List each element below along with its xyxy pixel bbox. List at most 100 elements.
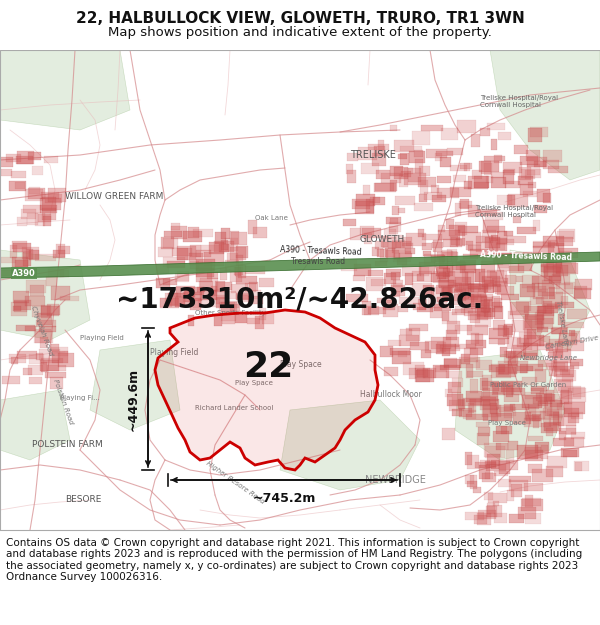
Text: NEWBRIDGE: NEWBRIDGE: [365, 475, 426, 485]
Bar: [485, 472, 493, 479]
Bar: [491, 235, 498, 241]
Bar: [27, 214, 38, 226]
Bar: [41, 362, 47, 372]
Bar: [441, 128, 458, 140]
Bar: [171, 224, 179, 230]
Bar: [11, 171, 26, 177]
Bar: [217, 282, 232, 289]
Bar: [38, 326, 56, 332]
Bar: [31, 285, 44, 296]
Bar: [482, 277, 491, 290]
Bar: [53, 250, 65, 259]
Bar: [353, 275, 365, 281]
Bar: [544, 160, 559, 169]
Bar: [400, 329, 412, 336]
Bar: [558, 380, 571, 391]
Text: BESORE: BESORE: [65, 495, 101, 504]
Bar: [571, 331, 580, 342]
Bar: [28, 152, 41, 161]
Bar: [493, 278, 508, 286]
Bar: [455, 325, 472, 331]
Bar: [542, 292, 563, 306]
Text: A390: A390: [12, 269, 36, 278]
Bar: [437, 268, 448, 279]
Bar: [198, 299, 220, 306]
Bar: [177, 246, 196, 260]
Polygon shape: [280, 400, 420, 490]
Bar: [218, 244, 229, 252]
Bar: [499, 460, 518, 469]
Bar: [48, 269, 64, 277]
Bar: [487, 454, 500, 464]
Bar: [58, 353, 74, 367]
Bar: [17, 217, 27, 226]
Bar: [491, 172, 504, 178]
Bar: [449, 165, 467, 171]
Bar: [200, 291, 217, 300]
Bar: [547, 258, 554, 270]
Bar: [543, 408, 562, 418]
Text: Play Space: Play Space: [235, 380, 273, 386]
Bar: [446, 371, 462, 378]
Bar: [464, 349, 478, 362]
Bar: [418, 229, 424, 237]
Bar: [489, 338, 509, 344]
Bar: [559, 314, 565, 325]
Bar: [564, 322, 584, 328]
Bar: [176, 286, 195, 297]
Bar: [466, 364, 473, 378]
Bar: [508, 236, 526, 242]
Bar: [6, 154, 20, 162]
Bar: [40, 360, 59, 371]
Bar: [455, 203, 461, 216]
Bar: [508, 356, 518, 366]
Bar: [208, 272, 218, 279]
Bar: [555, 302, 574, 308]
Bar: [467, 456, 479, 469]
Bar: [518, 507, 536, 519]
Text: A390 - Tresawls Road: A390 - Tresawls Road: [480, 250, 572, 262]
Bar: [356, 194, 375, 206]
Bar: [479, 466, 490, 479]
Bar: [41, 357, 63, 362]
Bar: [479, 161, 499, 172]
Bar: [392, 241, 412, 253]
Bar: [500, 426, 507, 434]
Bar: [443, 268, 449, 277]
Bar: [574, 461, 589, 471]
Bar: [442, 311, 449, 321]
Bar: [522, 275, 539, 288]
Bar: [543, 236, 564, 246]
Bar: [491, 139, 497, 150]
Bar: [362, 228, 381, 238]
Bar: [171, 226, 187, 239]
Bar: [504, 406, 512, 418]
Bar: [532, 469, 553, 482]
Bar: [493, 501, 499, 506]
Bar: [419, 194, 427, 202]
Bar: [362, 301, 371, 315]
Bar: [531, 388, 544, 394]
Bar: [442, 286, 450, 296]
Polygon shape: [0, 50, 130, 130]
Text: TRELISKE: TRELISKE: [350, 150, 396, 160]
Bar: [466, 341, 485, 348]
Bar: [538, 306, 558, 312]
Bar: [486, 506, 497, 518]
Bar: [434, 304, 451, 311]
Bar: [520, 156, 538, 164]
Bar: [25, 296, 44, 306]
Bar: [386, 217, 401, 224]
Bar: [526, 150, 541, 161]
Bar: [442, 348, 451, 356]
Text: Play Space: Play Space: [488, 420, 526, 426]
Bar: [560, 391, 572, 404]
Bar: [568, 388, 586, 402]
Bar: [29, 354, 44, 364]
Bar: [29, 378, 43, 384]
Bar: [390, 125, 397, 131]
Bar: [482, 230, 496, 242]
Bar: [547, 409, 559, 416]
Bar: [1, 258, 16, 264]
Bar: [377, 249, 384, 257]
